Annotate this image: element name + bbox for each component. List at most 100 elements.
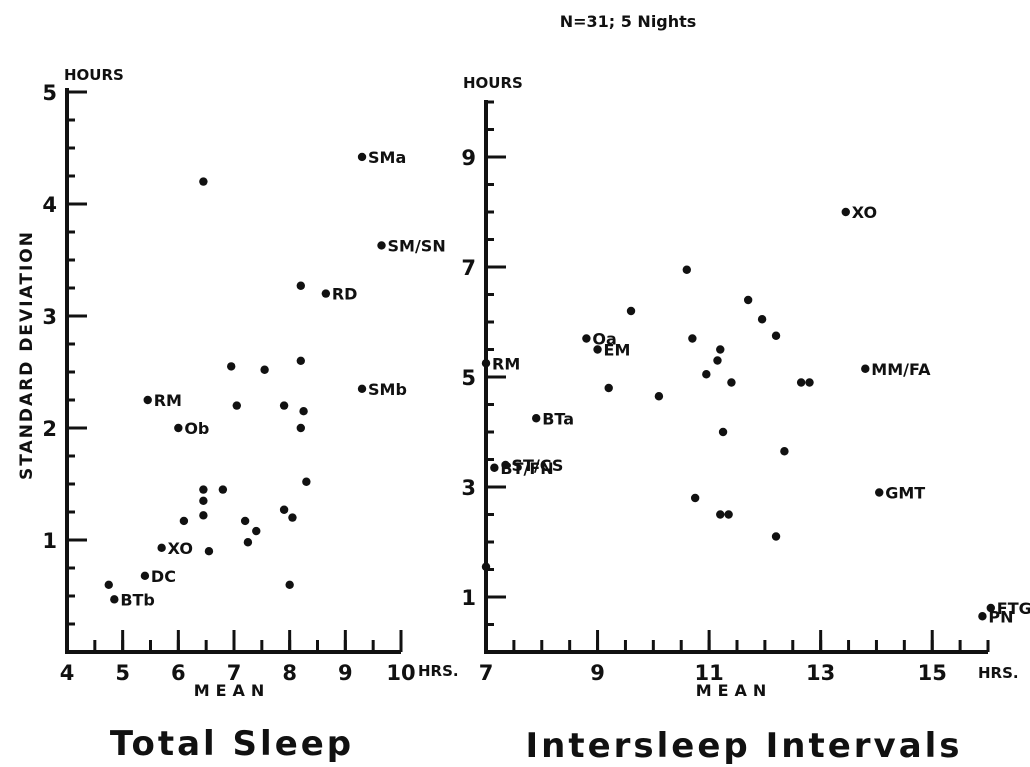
data-point [501,460,510,470]
point-label: PN [988,607,1013,626]
y-tick-label: 4 [42,193,57,217]
y-axis-label: STANDARD DEVIATION [17,230,37,480]
x-tick-label: 6 [171,661,186,685]
data-point [743,295,753,305]
panel1-y-unit: HOURS [64,66,124,84]
point-label: DC [151,567,176,586]
data-point [199,511,208,520]
data-point [702,370,711,379]
data-point [771,331,781,340]
data-point [604,383,613,393]
point-label: GMT [885,484,925,503]
point-label: RD [332,285,358,304]
x-tick-label: 9 [338,661,353,685]
data-point [243,538,253,547]
data-point [110,595,119,604]
data-point [481,562,491,571]
data-point [727,378,736,387]
panel1-x-unit: HRS. [418,662,459,680]
y-tick-label: 7 [461,256,476,280]
data-point [174,423,183,433]
data-point [240,516,250,526]
data-point [688,334,697,343]
data-point [252,526,261,536]
data-point [841,207,850,217]
data-point [357,152,367,162]
data-point [724,510,733,519]
data-point [157,543,166,553]
x-tick-label: 4 [60,661,75,685]
data-point [296,423,305,433]
data-point [357,384,367,393]
panel1-title: Total Sleep [110,724,354,764]
data-point [805,378,814,387]
data-point [718,427,728,437]
panel2-x-label: MEAN [696,681,773,700]
point-label: BTa [542,409,574,428]
point-label: RM [154,391,182,410]
data-point [299,407,308,416]
data-point [199,485,208,494]
data-point [143,395,152,405]
x-tick-label: 8 [282,661,297,685]
data-point [626,306,636,316]
y-tick-label: 3 [42,305,57,329]
data-point [532,414,541,423]
x-tick-label: 7 [227,661,242,685]
y-tick-label: 5 [461,366,476,390]
point-label: RM [492,354,520,373]
data-point [490,463,499,472]
data-point [227,362,236,371]
data-point [199,177,208,186]
data-point [285,580,294,589]
data-point [654,392,664,401]
point-label: XO [852,203,877,222]
panel2-y-unit: HOURS [463,74,523,92]
y-tick-label: 1 [461,586,476,610]
data-point [104,580,113,589]
data-point [296,281,305,290]
y-tick-label: 2 [42,417,57,441]
y-tick-label: 5 [42,81,57,105]
data-point [716,345,725,354]
point-label: XO [168,539,193,558]
point-label: Ob [184,419,209,438]
data-point [279,401,289,410]
data-point [713,356,722,365]
point-label: Oa [592,330,616,349]
data-point [481,359,491,368]
x-tick-label: 11 [694,661,723,685]
data-point [199,496,208,505]
data-point [279,505,289,514]
data-point [296,356,305,365]
data-point [875,488,884,497]
y-tick-label: 1 [42,529,57,553]
panel2-title: Intersleep Intervals [525,726,962,766]
data-point [978,612,987,621]
data-point [140,571,150,581]
data-point [204,547,214,556]
y-tick-label: 9 [461,146,476,170]
point-label: FTG [997,599,1030,618]
data-point [757,315,767,324]
x-tick-label: 9 [590,661,605,685]
x-tick-label: 5 [115,661,130,685]
data-point [780,447,789,456]
data-point [377,241,386,250]
point-label: ST/CS [512,456,564,475]
x-tick-label: 13 [806,661,835,685]
data-point [582,334,591,343]
data-point [179,516,189,526]
data-point [232,401,241,410]
point-label: BT/FN [500,459,553,478]
data-point [260,365,269,374]
data-point [690,493,700,503]
data-point [861,364,870,373]
x-tick-label: 7 [479,661,494,685]
x-tick-label: 15 [918,661,947,685]
point-label: MM/FA [871,360,931,379]
data-point [771,532,781,541]
panel1-x-label: MEAN [194,681,271,700]
